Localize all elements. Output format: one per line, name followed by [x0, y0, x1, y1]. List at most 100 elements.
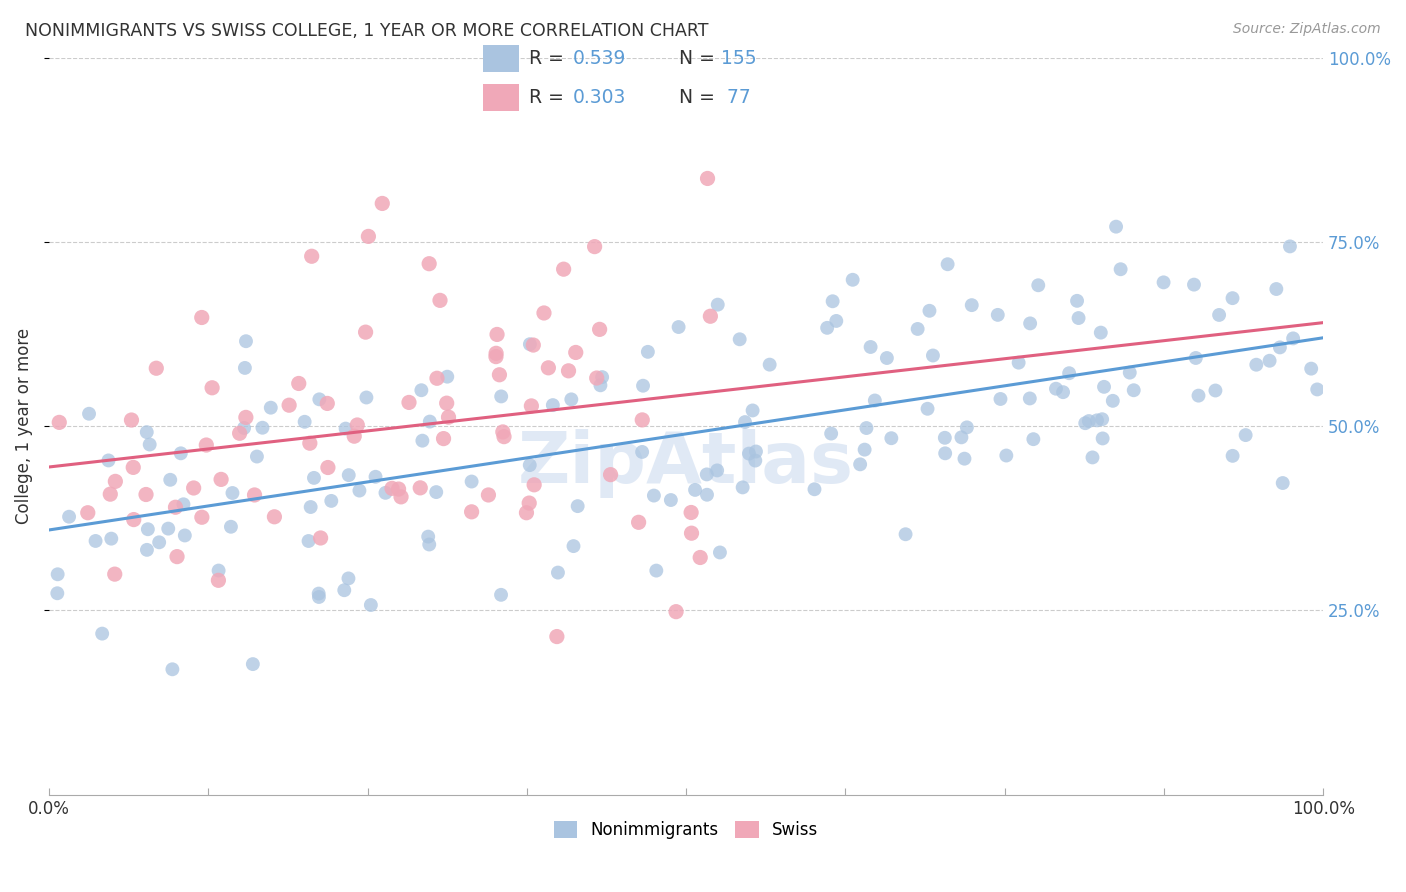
Point: [91, 626, 114, 640]
Point: [492, 430, 515, 444]
Point: [936, 257, 959, 271]
Text: 155: 155: [721, 49, 756, 68]
Point: [398, 395, 420, 409]
Point: [645, 564, 668, 578]
Point: [426, 371, 449, 385]
Point: [100, 532, 122, 546]
Point: [1222, 291, 1244, 305]
Point: [1101, 393, 1123, 408]
Point: [553, 262, 575, 277]
Point: [537, 360, 560, 375]
Point: [1052, 385, 1074, 400]
Point: [1085, 413, 1108, 427]
Point: [689, 550, 711, 565]
Point: [696, 171, 718, 186]
Point: [201, 381, 224, 395]
Point: [745, 444, 768, 458]
Point: [803, 482, 825, 496]
Point: [1153, 276, 1175, 290]
Point: [165, 500, 187, 515]
Point: [321, 494, 343, 508]
Point: [260, 401, 283, 415]
Point: [953, 451, 976, 466]
Point: [699, 310, 721, 324]
Point: [1090, 326, 1112, 340]
Point: [411, 383, 433, 397]
Point: [136, 522, 159, 536]
Point: [138, 437, 160, 451]
Point: [148, 535, 170, 549]
Text: 0.303: 0.303: [574, 88, 627, 107]
Point: [637, 344, 659, 359]
Point: [522, 338, 544, 352]
Point: [429, 293, 451, 308]
Point: [1119, 366, 1142, 380]
Point: [1282, 331, 1305, 345]
Point: [1122, 383, 1144, 397]
Point: [681, 506, 703, 520]
Legend: Nonimmigrants, Swiss: Nonimmigrants, Swiss: [547, 814, 825, 846]
Point: [825, 314, 848, 328]
Point: [460, 475, 482, 489]
Point: [364, 470, 387, 484]
Point: [855, 421, 877, 435]
Point: [302, 471, 325, 485]
Point: [489, 588, 512, 602]
Point: [76, 506, 98, 520]
Point: [519, 337, 541, 351]
Point: [588, 322, 610, 336]
Point: [515, 506, 537, 520]
Point: [387, 482, 409, 496]
Point: [122, 460, 145, 475]
Text: 0.539: 0.539: [574, 49, 627, 68]
Point: [541, 398, 564, 412]
Point: [104, 475, 127, 489]
Point: [533, 306, 555, 320]
Point: [557, 364, 579, 378]
Point: [299, 500, 322, 514]
Point: [706, 298, 728, 312]
Point: [316, 460, 339, 475]
Point: [389, 490, 412, 504]
Point: [58, 509, 80, 524]
Point: [360, 598, 382, 612]
Point: [631, 445, 654, 459]
Point: [853, 442, 876, 457]
Point: [418, 537, 440, 551]
Point: [546, 630, 568, 644]
Point: [84, 533, 107, 548]
Point: [821, 294, 844, 309]
Point: [562, 539, 585, 553]
Point: [922, 349, 945, 363]
Point: [820, 426, 842, 441]
Point: [166, 549, 188, 564]
Point: [477, 488, 499, 502]
Point: [668, 320, 690, 334]
Point: [287, 376, 309, 391]
Point: [159, 473, 181, 487]
Point: [191, 510, 214, 524]
Point: [1091, 412, 1114, 426]
Point: [1074, 416, 1097, 430]
Point: [665, 605, 688, 619]
Point: [173, 528, 195, 542]
Point: [419, 415, 441, 429]
Point: [520, 399, 543, 413]
Point: [104, 567, 127, 582]
Text: ZipAtlas: ZipAtlas: [517, 428, 853, 498]
Point: [432, 432, 454, 446]
Point: [631, 413, 654, 427]
Point: [183, 481, 205, 495]
Point: [815, 321, 838, 335]
Point: [191, 310, 214, 325]
Point: [1067, 311, 1090, 326]
Point: [46, 586, 69, 600]
Point: [1246, 358, 1268, 372]
Point: [1184, 351, 1206, 365]
Point: [1057, 366, 1080, 380]
Point: [1187, 389, 1209, 403]
Point: [1222, 449, 1244, 463]
Point: [121, 413, 143, 427]
Point: [741, 403, 763, 417]
Point: [207, 574, 229, 588]
